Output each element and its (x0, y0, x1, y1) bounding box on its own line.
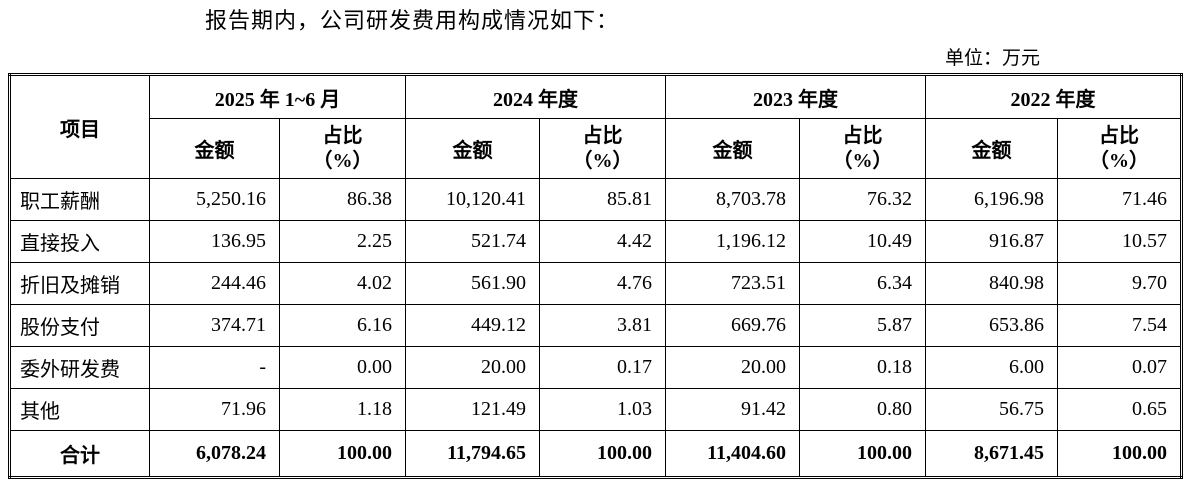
item-cell: 委外研发费 (9, 346, 150, 389)
ratio-cell: 71.46 (1057, 178, 1182, 221)
table-row: 委外研发费 - 0.00 20.00 0.17 20.00 0.18 6.00 … (9, 346, 1182, 389)
ratio-cell: 5.87 (799, 304, 926, 347)
amount-cell: 244.46 (149, 262, 280, 305)
amount-cell: 669.76 (665, 304, 800, 347)
ratio-cell: 9.70 (1057, 262, 1182, 305)
ratio-cell: 76.32 (799, 178, 926, 221)
amount-cell: 916.87 (925, 220, 1058, 263)
header-amount-2023: 金额 (665, 118, 800, 179)
ratio-label-line2: （%） (572, 149, 633, 172)
ratio-cell: 0.07 (1057, 346, 1182, 389)
amount-cell: - (149, 346, 280, 389)
total-amount-cell: 11,404.60 (665, 430, 800, 478)
ratio-cell: 7.54 (1057, 304, 1182, 347)
amount-cell: 91.42 (665, 388, 800, 431)
amount-cell: 6.00 (925, 346, 1058, 389)
table-row: 股份支付 374.71 6.16 449.12 3.81 669.76 5.87… (9, 304, 1182, 347)
amount-cell: 71.96 (149, 388, 280, 431)
header-amount-2022: 金额 (925, 118, 1058, 179)
header-item: 项目 (9, 74, 150, 179)
amount-cell: 20.00 (405, 346, 540, 389)
header-row-periods: 项目 2025 年 1~6 月 2024 年度 2023 年度 2022 年度 (9, 74, 1182, 179)
amount-cell: 723.51 (665, 262, 800, 305)
amount-cell: 561.90 (405, 262, 540, 305)
ratio-label-line1: 占比 (582, 124, 623, 147)
header-ratio-2022: 占比 （%） (1057, 118, 1182, 179)
amount-cell: 56.75 (925, 388, 1058, 431)
header-ratio-2024: 占比 （%） (539, 118, 666, 179)
amount-cell: 8,703.78 (665, 178, 800, 221)
amount-cell: 374.71 (149, 304, 280, 347)
header-period-2025: 2025 年 1~6 月 (149, 74, 406, 119)
amount-cell: 10,120.41 (405, 178, 540, 221)
ratio-cell: 4.42 (539, 220, 666, 263)
ratio-cell: 6.34 (799, 262, 926, 305)
table-row: 其他 71.96 1.18 121.49 1.03 91.42 0.80 56.… (9, 388, 1182, 431)
ratio-label-line1: 占比 (1099, 124, 1139, 147)
ratio-cell: 86.38 (279, 178, 406, 221)
total-row: 合计 6,078.24 100.00 11,794.65 100.00 11,4… (9, 430, 1182, 478)
ratio-cell: 4.02 (279, 262, 406, 305)
header-period-2023: 2023 年度 (665, 74, 926, 119)
intro-paragraph: 报告期内，公司研发费用构成情况如下： (205, 8, 620, 33)
table-row: 职工薪酬 5,250.16 86.38 10,120.41 85.81 8,70… (9, 178, 1182, 221)
ratio-label-line1: 占比 (842, 124, 883, 147)
item-cell: 其他 (9, 388, 150, 431)
header-ratio-2023: 占比 （%） (799, 118, 926, 179)
ratio-label-line1: 占比 (322, 124, 363, 147)
amount-cell: 449.12 (405, 304, 540, 347)
total-amount-cell: 11,794.65 (405, 430, 540, 478)
total-label: 合计 (9, 430, 150, 478)
total-amount-cell: 6,078.24 (149, 430, 280, 478)
amount-cell: 5,250.16 (149, 178, 280, 221)
ratio-cell: 2.25 (279, 220, 406, 263)
ratio-cell: 0.17 (539, 346, 666, 389)
header-amount-2025: 金额 (149, 118, 280, 179)
rd-expense-table: 项目 2025 年 1~6 月 2024 年度 2023 年度 2022 年度 … (8, 73, 1183, 479)
header-row-measures: 金额 占比 （%） 金额 占比 （%） 金额 占比 （%） 金额 占比 (10, 118, 1182, 179)
unit-label: 单位：万元 (944, 48, 1040, 69)
header-ratio-2025: 占比 （%） (279, 118, 406, 179)
ratio-cell: 85.81 (539, 178, 666, 221)
ratio-cell: 1.18 (279, 388, 406, 431)
ratio-cell: 0.65 (1057, 388, 1182, 431)
header-period-2022: 2022 年度 (925, 74, 1182, 119)
table-row: 折旧及摊销 244.46 4.02 561.90 4.76 723.51 6.3… (9, 262, 1182, 305)
total-ratio-cell: 100.00 (1057, 430, 1182, 478)
item-cell: 折旧及摊销 (9, 262, 150, 305)
amount-cell: 840.98 (925, 262, 1058, 305)
ratio-label-line2: （%） (312, 149, 373, 172)
ratio-cell: 0.80 (799, 388, 926, 431)
ratio-cell: 10.49 (799, 220, 926, 263)
ratio-cell: 3.81 (539, 304, 666, 347)
total-ratio-cell: 100.00 (539, 430, 666, 478)
total-amount-cell: 8,671.45 (925, 430, 1058, 478)
amount-cell: 521.74 (405, 220, 540, 263)
ratio-cell: 0.00 (279, 346, 406, 389)
ratio-cell: 6.16 (279, 304, 406, 347)
amount-cell: 653.86 (925, 304, 1058, 347)
total-ratio-cell: 100.00 (799, 430, 926, 478)
header-period-2024: 2024 年度 (405, 74, 666, 119)
total-ratio-cell: 100.00 (279, 430, 406, 478)
table-row: 直接投入 136.95 2.25 521.74 4.42 1,196.12 10… (9, 220, 1182, 263)
ratio-label-line2: （%） (1089, 149, 1149, 172)
amount-cell: 6,196.98 (925, 178, 1058, 221)
ratio-label-line2: （%） (832, 149, 893, 172)
item-cell: 职工薪酬 (9, 178, 150, 221)
amount-cell: 136.95 (149, 220, 280, 263)
item-cell: 股份支付 (9, 304, 150, 347)
header-amount-2024: 金额 (405, 118, 540, 179)
amount-cell: 1,196.12 (665, 220, 800, 263)
ratio-cell: 10.57 (1057, 220, 1182, 263)
ratio-cell: 0.18 (799, 346, 926, 389)
ratio-cell: 4.76 (539, 262, 666, 305)
item-cell: 直接投入 (9, 220, 150, 263)
ratio-cell: 1.03 (539, 388, 666, 431)
amount-cell: 20.00 (665, 346, 800, 389)
amount-cell: 121.49 (405, 388, 540, 431)
